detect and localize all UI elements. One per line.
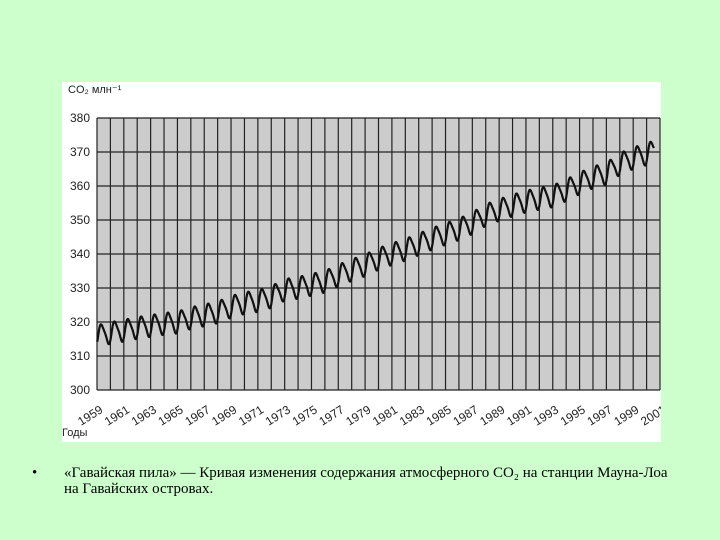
- x-tick-label: 1995: [558, 402, 588, 428]
- x-tick-label: 1973: [263, 402, 293, 428]
- y-tick-label: 370: [70, 145, 90, 159]
- chart-panel: CO₂ млн⁻¹ 300 310 320 330 340 350 360 370 380 195…: [62, 82, 661, 442]
- x-tick-label: 1991: [504, 402, 534, 428]
- y-tick-label: 300: [70, 383, 90, 397]
- x-tick-label: 1997: [585, 402, 615, 428]
- y-tick-label: 380: [70, 111, 90, 125]
- x-tick-label: 1983: [397, 402, 427, 428]
- bullet-icon: •: [32, 465, 38, 481]
- y-tick-label: 310: [70, 349, 90, 363]
- y-tick-label: 360: [70, 179, 90, 193]
- x-tick-label: 1989: [477, 402, 507, 428]
- x-tick-label: 1975: [290, 402, 320, 428]
- co2-chart: 3003103203303403503603703801959196119631…: [70, 111, 661, 429]
- x-axis-label: Годы: [62, 427, 88, 439]
- y-axis-unit-label: CO₂ млн⁻¹: [68, 84, 122, 96]
- x-tick-label: 2001: [638, 402, 661, 428]
- x-tick-label: 1971: [236, 402, 266, 428]
- x-tick-label: 1979: [343, 402, 373, 428]
- co2-series-line: [96, 140, 655, 346]
- x-tick-label: 1977: [316, 402, 346, 428]
- x-tick-label: 1969: [209, 402, 239, 428]
- x-tick-label: 1961: [102, 402, 132, 428]
- y-tick-label: 340: [70, 247, 90, 261]
- x-tick-label: 1967: [182, 402, 212, 428]
- x-tick-label: 1981: [370, 402, 400, 428]
- x-tick-label: 1987: [451, 402, 481, 428]
- y-tick-label: 330: [70, 281, 90, 295]
- y-tick-label: 350: [70, 213, 90, 227]
- x-tick-label: 1993: [531, 402, 561, 428]
- x-tick-label: 1963: [129, 402, 159, 428]
- y-tick-label: 320: [70, 315, 90, 329]
- caption-text: «Гавайская пила» — Кривая изменения соде…: [64, 465, 668, 497]
- x-tick-label: 1999: [611, 402, 641, 428]
- x-tick-label: 1959: [75, 402, 105, 428]
- x-tick-label: 1965: [156, 402, 186, 428]
- x-tick-label: 1985: [424, 402, 454, 428]
